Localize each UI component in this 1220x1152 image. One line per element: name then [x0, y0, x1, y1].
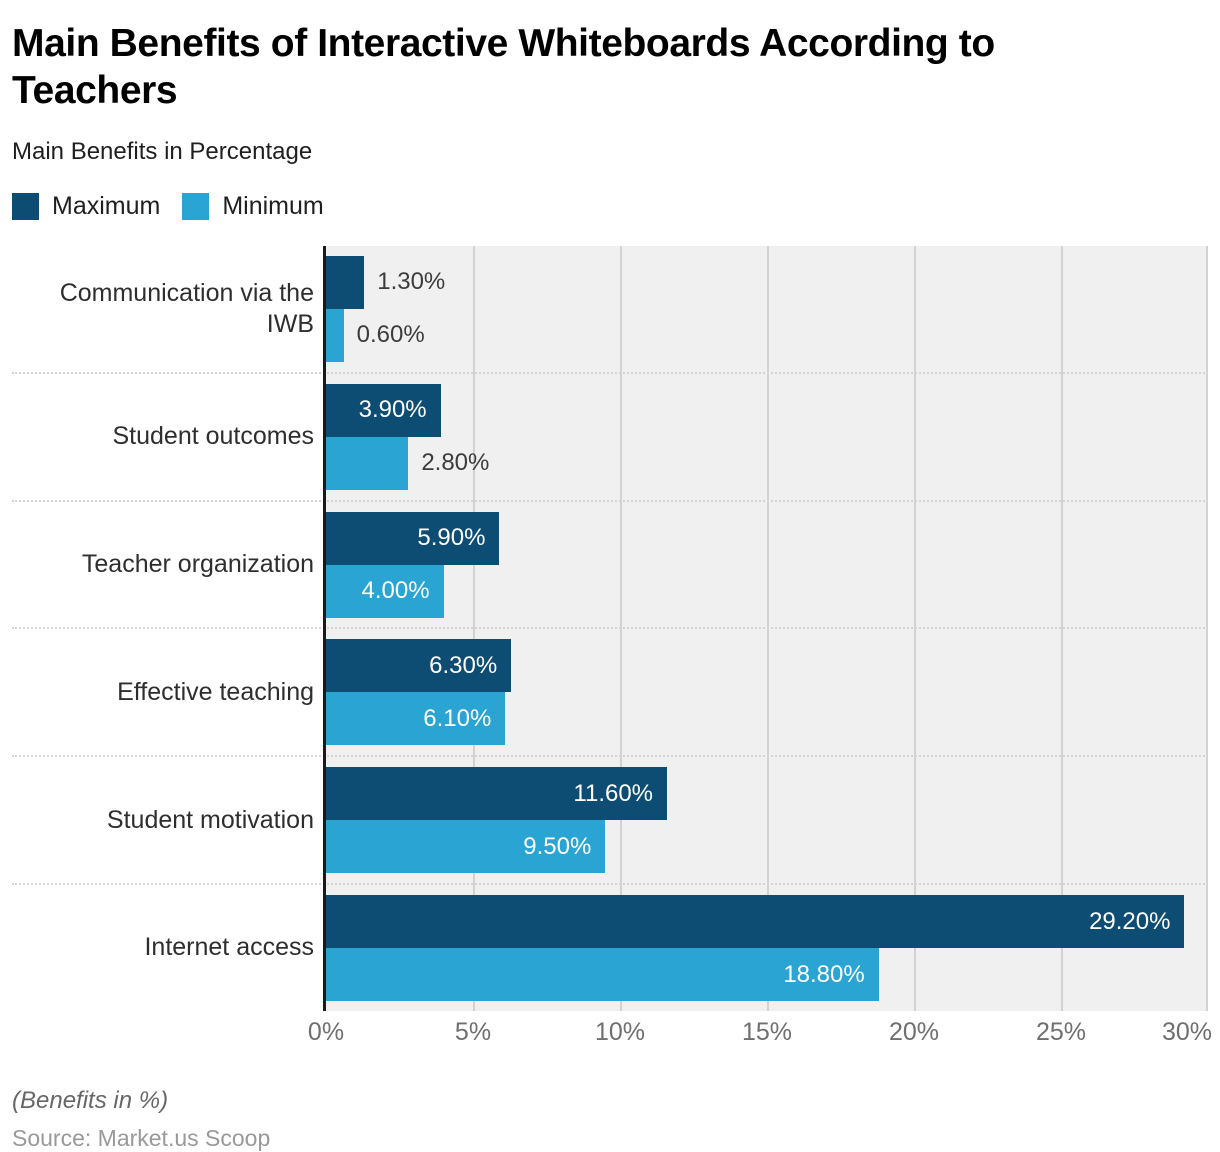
- category-label: Communication via the IWB: [59, 278, 314, 338]
- benefits-note: (Benefits in %): [12, 1087, 169, 1114]
- x-tick-label: 10%: [594, 1018, 646, 1046]
- minimum-bar: 6.10%: [326, 692, 506, 746]
- bar-value-label: 29.20%: [1089, 907, 1171, 935]
- x-tick-label: 30%: [1161, 1018, 1212, 1046]
- bar-value-label: 5.90%: [417, 524, 486, 552]
- bar-line: 11.60%: [326, 767, 1208, 821]
- bar-line: 5.90%: [326, 511, 1208, 565]
- legend-item-minimum: Minimum: [182, 192, 324, 221]
- x-tick-label: 5%: [454, 1018, 492, 1046]
- chart-subtitle: Main Benefits in Percentage: [12, 138, 313, 165]
- source-text: Source: Market.us Scoop: [12, 1125, 271, 1151]
- bar-value-label: 6.30%: [429, 651, 498, 679]
- bar-line: 0.60%: [326, 308, 1208, 362]
- bar-line: 2.80%: [326, 436, 1208, 490]
- bar-value-label: 6.10%: [423, 704, 492, 732]
- x-tick-label: 15%: [741, 1018, 793, 1046]
- minimum-bar: [326, 308, 344, 362]
- bar-value-label: 4.00%: [361, 577, 430, 605]
- bar-line: 4.00%: [326, 564, 1208, 618]
- minimum-bar: [326, 436, 409, 490]
- bar-group: 29.20% 18.80%: [326, 895, 1208, 1002]
- category-row: Student outcomes 3.90% 2.80%: [12, 374, 1208, 502]
- minimum-bar: 4.00%: [326, 564, 444, 618]
- category-row: Teacher organization 5.90% 4.00%: [12, 502, 1208, 630]
- category-row: Effective teaching 6.30% 6.10%: [12, 629, 1208, 758]
- minimum-bar: 9.50%: [326, 820, 606, 874]
- maximum-bar: 5.90%: [326, 511, 500, 565]
- bar-group: 11.60% 9.50%: [326, 767, 1208, 874]
- bar-group: 1.30% 0.60%: [326, 255, 1208, 362]
- bar-value-label: 3.90%: [358, 396, 427, 424]
- x-tick-label: 0%: [307, 1018, 345, 1046]
- category-label: Teacher organization: [81, 549, 314, 578]
- category-label: Internet access: [144, 933, 314, 962]
- bar-group: 3.90% 2.80%: [326, 383, 1208, 490]
- legend-label-minimum: Minimum: [222, 192, 324, 220]
- y-axis-line: [323, 246, 326, 1011]
- legend: Maximum Minimum: [12, 192, 1208, 221]
- legend-item-maximum: Maximum: [12, 192, 160, 221]
- bar-line: 6.30%: [326, 639, 1208, 693]
- category-row: Communication via the IWB 1.30% 0.60%: [12, 246, 1208, 374]
- bar-line: 29.20%: [326, 895, 1208, 949]
- category-row: Student motivation 11.60% 9.50%: [12, 757, 1208, 886]
- bar-group: 5.90% 4.00%: [326, 511, 1208, 618]
- bar-line: 6.10%: [326, 692, 1208, 746]
- category-label: Effective teaching: [117, 677, 314, 706]
- maximum-bar: 29.20%: [326, 895, 1185, 949]
- maximum-bar: [326, 255, 365, 309]
- bar-value-label: 2.80%: [421, 449, 490, 477]
- bar-group: 6.30% 6.10%: [326, 639, 1208, 746]
- category-row: Internet access 29.20% 18.80%: [12, 885, 1208, 1011]
- bar-chart: Communication via the IWB 1.30% 0.60% Stude…: [12, 246, 1208, 1011]
- bar-value-label: 1.30%: [377, 268, 446, 296]
- bar-line: 3.90%: [326, 383, 1208, 437]
- maximum-swatch-icon: [12, 193, 39, 220]
- minimum-bar: 18.80%: [326, 948, 879, 1002]
- chart-title: Main Benefits of Interactive Whiteboards…: [12, 22, 995, 112]
- x-tick-label: 20%: [888, 1018, 940, 1046]
- maximum-bar: 6.30%: [326, 639, 512, 693]
- legend-label-maximum: Maximum: [52, 192, 161, 220]
- category-label: Student motivation: [106, 805, 314, 834]
- bar-line: 1.30%: [326, 255, 1208, 309]
- x-axis: 0% 5% 10% 15% 20% 25% 30%: [308, 1011, 1212, 1049]
- bar-line: 9.50%: [326, 820, 1208, 874]
- x-tick-label: 25%: [1035, 1018, 1087, 1046]
- category-label: Student outcomes: [112, 422, 314, 451]
- bar-value-label: 0.60%: [356, 321, 425, 349]
- bar-value-label: 18.80%: [783, 960, 865, 988]
- bar-line: 18.80%: [326, 948, 1208, 1002]
- maximum-bar: 3.90%: [326, 383, 441, 437]
- minimum-swatch-icon: [182, 193, 210, 220]
- bar-value-label: 9.50%: [523, 832, 592, 860]
- category-rows: Communication via the IWB 1.30% 0.60% Stude…: [12, 246, 1208, 1011]
- bar-value-label: 11.60%: [573, 779, 654, 807]
- maximum-bar: 11.60%: [326, 767, 668, 821]
